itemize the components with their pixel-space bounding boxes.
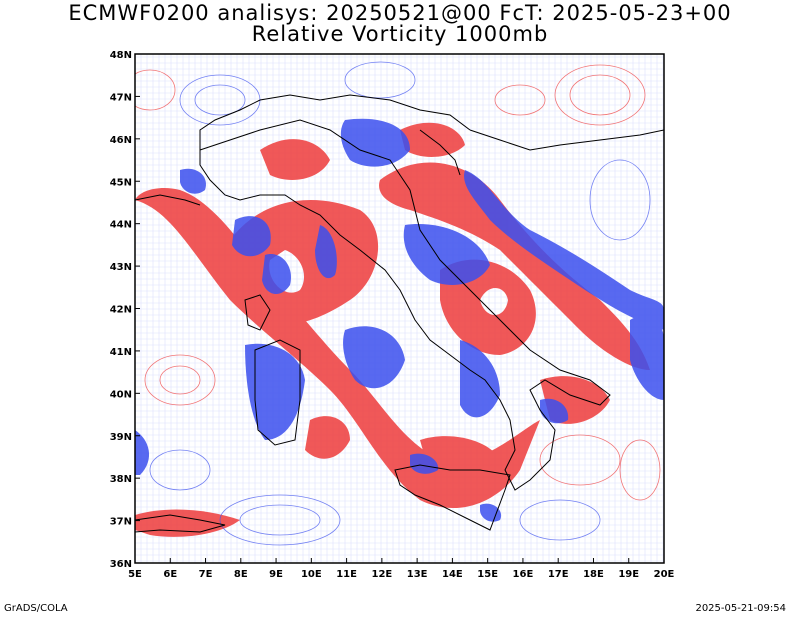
longitude-labels: 5E 6E 7E 8E 9E 10E 11E 12E 13E 14E 15E 16E 17E 18E 19E… <box>128 569 674 580</box>
lon-tick-label: 11E <box>336 569 357 580</box>
lat-tick-label: 39N <box>110 432 132 443</box>
lon-tick-label: 20E <box>654 569 675 580</box>
lon-tick-label: 13E <box>407 569 428 580</box>
lon-tick-label: 8E <box>234 569 248 580</box>
lon-tick-label: 5E <box>128 569 142 580</box>
contour-lines <box>135 61 661 546</box>
coastlines <box>135 94 664 533</box>
lon-tick-label: 15E <box>477 569 498 580</box>
title-line-2: Relative Vorticity 1000mb <box>251 22 549 46</box>
latitude-labels: 36N 37N 38N 39N 40N 41N 42N 43N 44N 45N 46N 47N 48N <box>110 50 132 570</box>
lat-tick-label: 38N <box>110 474 132 485</box>
lat-tick-label: 40N <box>110 389 132 400</box>
negative-vorticity-areas <box>135 118 664 522</box>
lon-tick-label: 16E <box>513 569 534 580</box>
lat-tick-label: 43N <box>110 262 132 273</box>
lon-tick-label: 14E <box>442 569 463 580</box>
title-line-1: ECMWF0200 analisys: 20250521@00 FcT: 202… <box>68 1 732 25</box>
lat-tick-label: 37N <box>110 517 132 528</box>
lon-tick-label: 6E <box>163 569 177 580</box>
lon-tick-label: 19E <box>618 569 639 580</box>
lat-tick-label: 41N <box>110 347 132 358</box>
axis-ticks <box>134 53 665 564</box>
lon-tick-label: 9E <box>269 569 283 580</box>
lon-tick-label: 12E <box>371 569 392 580</box>
lat-tick-label: 36N <box>110 559 132 570</box>
lat-tick-label: 45N <box>110 177 132 188</box>
lat-tick-label: 48N <box>110 50 132 61</box>
lat-tick-label: 44N <box>110 220 132 231</box>
lat-tick-label: 46N <box>110 135 132 146</box>
footer-timestamp: 2025-05-21-09:54 <box>695 603 786 614</box>
lat-tick-label: 47N <box>110 92 132 103</box>
lon-tick-label: 7E <box>199 569 213 580</box>
lon-tick-label: 18E <box>583 569 604 580</box>
footer-software-label: GrADS/COLA <box>4 603 68 614</box>
contour-field <box>135 54 664 563</box>
lon-tick-label: 10E <box>301 569 322 580</box>
lon-tick-label: 17E <box>548 569 569 580</box>
lat-tick-label: 42N <box>110 305 132 316</box>
